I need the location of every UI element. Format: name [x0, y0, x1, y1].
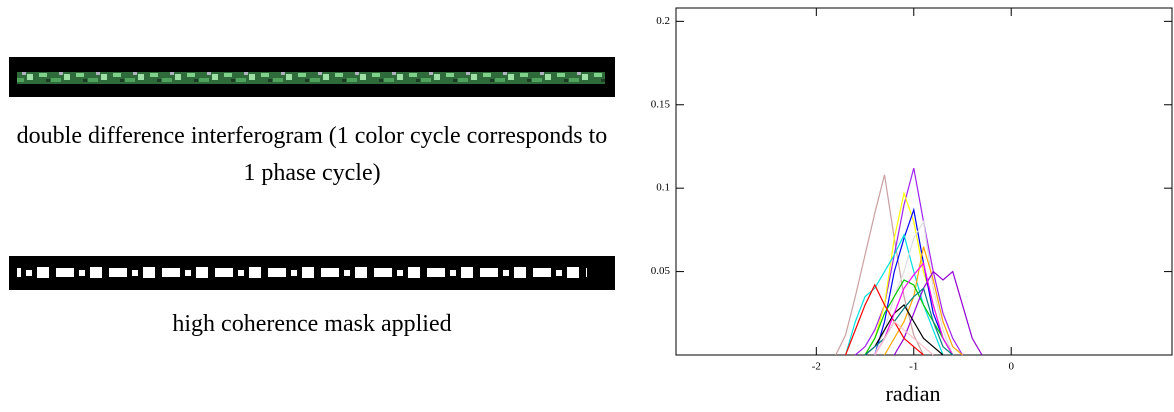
- x-axis-label: radian: [886, 381, 941, 406]
- y-tick-label: 0.1: [656, 182, 670, 194]
- y-tick-label: 0.15: [651, 98, 671, 110]
- caption: high coherence mask applied: [9, 306, 615, 343]
- caption: double difference interferogram (1 color…: [9, 118, 615, 192]
- mask-strip: [17, 266, 587, 280]
- interferogram-strip: [17, 72, 605, 84]
- figure: 0.05 0.1 0.15 0.2 -2 -1 0 radian: [0, 0, 1174, 412]
- page: 0.05 0.1 0.15 0.2 -2 -1 0 radian double differ…: [0, 0, 1174, 412]
- plot: 0.05 0.1 0.15 0.2 -2 -1 0: [651, 8, 1172, 373]
- y-tick-label: 0.05: [651, 265, 671, 277]
- y-tick-label: 0.2: [656, 15, 670, 27]
- x-tick-label: -2: [812, 361, 821, 373]
- line: [836, 175, 924, 355]
- x-tick-label: -1: [909, 361, 918, 373]
- plot-frame: [676, 8, 1172, 355]
- x-tick-label: 0: [1008, 361, 1014, 373]
